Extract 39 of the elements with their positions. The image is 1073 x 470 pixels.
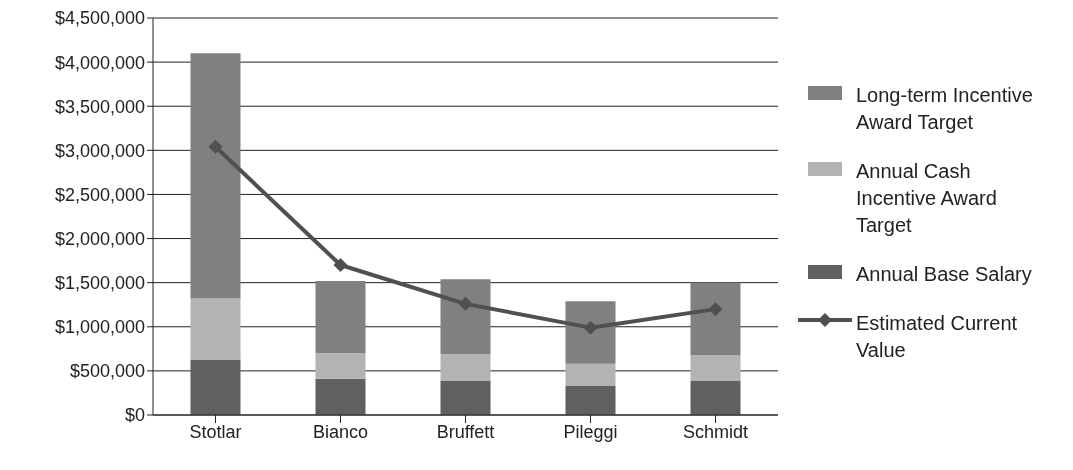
- bar: [565, 363, 616, 386]
- bar: [690, 355, 741, 381]
- point: [333, 258, 348, 273]
- bar: [440, 354, 491, 381]
- bar: [440, 279, 491, 355]
- y-tick-label: $3,000,000: [54, 140, 145, 161]
- x-tick-label: Bianco: [312, 421, 369, 442]
- x-tick-label: Stotlar: [189, 421, 242, 442]
- bar: [190, 359, 241, 415]
- bar: [315, 378, 366, 415]
- y-tick-label: $2,500,000: [54, 184, 145, 205]
- bar: [315, 353, 366, 379]
- y-tick-label: $500,000: [69, 361, 145, 382]
- y-tick-label: $4,000,000: [54, 52, 145, 73]
- bar: [190, 298, 241, 360]
- point: [458, 296, 473, 311]
- legend-label: Annual Cash Incentive Award Target: [856, 159, 998, 238]
- legend-label: Estimated Current Value: [856, 311, 1019, 363]
- legend-label: Annual Base Salary: [856, 262, 1032, 287]
- y-tick-label: $1,500,000: [54, 273, 145, 294]
- bar: [690, 282, 741, 356]
- bar: [190, 53, 241, 299]
- x-tick-label: Pileggi: [563, 421, 618, 442]
- legend-label: Long-term Incentive Award Target: [856, 83, 1034, 135]
- x-tick-label: Schmidt: [682, 421, 749, 442]
- point: [583, 320, 598, 335]
- y-tick-label: $0: [124, 405, 145, 426]
- bar: [690, 380, 741, 415]
- bar: [440, 380, 491, 415]
- bar: [315, 280, 366, 354]
- y-tick-label: $4,500,000: [54, 8, 145, 29]
- y-tick-label: $3,500,000: [54, 96, 145, 117]
- y-tick-label: $1,000,000: [54, 317, 145, 338]
- bar: [565, 385, 616, 415]
- y-tick-label: $2,000,000: [54, 228, 145, 249]
- point: [208, 139, 223, 154]
- point: [708, 302, 723, 317]
- x-tick-label: Bruffett: [436, 421, 495, 442]
- bar: [565, 301, 616, 364]
